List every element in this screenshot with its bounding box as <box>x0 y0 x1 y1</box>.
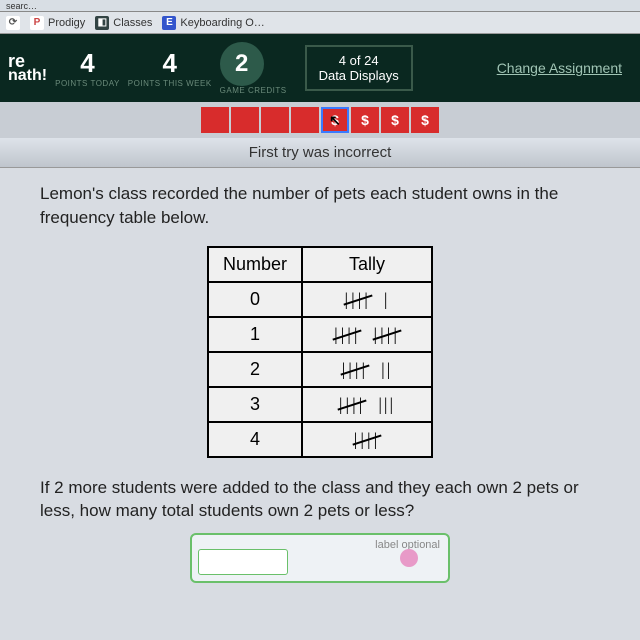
table-header-tally: Tally <box>302 247 432 282</box>
feedback-bar: First try was incorrect <box>0 138 640 168</box>
frequency-table: Number Tally 0|||| |1|||| ||||2|||| ||3|… <box>207 246 433 458</box>
answer-input[interactable] <box>198 549 288 575</box>
bookmark-item[interactable]: ◧ Classes <box>95 16 152 30</box>
search-placeholder: searc… <box>6 1 37 11</box>
number-cell: 2 <box>208 352 302 387</box>
table-row: 4|||| <box>208 422 432 457</box>
progress-box[interactable]: 4 of 24 Data Displays <box>305 45 413 91</box>
content-area: Lemon's class recorded the number of pet… <box>0 168 640 640</box>
feedback-text: First try was incorrect <box>249 144 392 161</box>
app-logo: re nath! <box>8 53 47 84</box>
indicator-incorrect[interactable] <box>261 107 289 133</box>
question-text: Lemon's class recorded the number of pet… <box>40 182 600 230</box>
indicator-upcoming[interactable]: $ <box>411 107 439 133</box>
number-cell: 4 <box>208 422 302 457</box>
number-cell: 0 <box>208 282 302 317</box>
followup-text: If 2 more students were added to the cla… <box>40 476 600 524</box>
change-assignment-link[interactable]: Change Assignment <box>497 60 622 76</box>
progress-count: 4 of 24 <box>319 53 399 68</box>
bookmark-label: Keyboarding O… <box>180 17 264 29</box>
indicator-incorrect[interactable] <box>201 107 229 133</box>
bookmark-label: Prodigy <box>48 17 85 29</box>
table-row: 2|||| || <box>208 352 432 387</box>
bookmark-label: Classes <box>113 17 152 29</box>
browser-chrome: searc… <box>0 0 640 12</box>
tally-cell: |||| || <box>302 352 432 387</box>
stat-value: 4 <box>55 48 120 79</box>
bookmark-bar: ⟳ P Prodigy ◧ Classes E Keyboarding O… <box>0 12 640 34</box>
logo-bottom: nath! <box>8 69 47 83</box>
answer-box[interactable]: label optional <box>190 533 450 583</box>
tally-cell: |||| | <box>302 282 432 317</box>
credits-bubble: 2 <box>220 42 264 86</box>
bookmark-item[interactable]: P Prodigy <box>30 16 85 30</box>
progress-topic: Data Displays <box>319 68 399 83</box>
tally-cell: |||| ||| <box>302 387 432 422</box>
stat-credits: 2 GAME CREDITS <box>220 42 287 95</box>
bookmark-icon: ◧ <box>95 16 109 30</box>
table-row: 1|||| |||| <box>208 317 432 352</box>
drag-handle-icon[interactable] <box>400 549 418 567</box>
indicator-current[interactable]: $ <box>321 107 349 133</box>
stat-points-week: 4 POINTS THIS WEEK <box>128 48 212 88</box>
bookmark-icon: P <box>30 16 44 30</box>
indicator-upcoming[interactable]: $ <box>381 107 409 133</box>
table-header-number: Number <box>208 247 302 282</box>
number-cell: 1 <box>208 317 302 352</box>
bookmark-item[interactable]: ⟳ <box>6 16 20 30</box>
stat-label: GAME CREDITS <box>220 86 287 95</box>
indicator-incorrect[interactable] <box>291 107 319 133</box>
tally-cell: |||| <box>302 422 432 457</box>
indicator-bar: $$$$ <box>0 102 640 138</box>
bookmark-icon: ⟳ <box>6 16 20 30</box>
stat-points-today: 4 POINTS TODAY <box>55 48 120 88</box>
stat-value: 4 <box>128 48 212 79</box>
table-row: 3|||| ||| <box>208 387 432 422</box>
bookmark-icon: E <box>162 16 176 30</box>
indicator-upcoming[interactable]: $ <box>351 107 379 133</box>
number-cell: 3 <box>208 387 302 422</box>
table-row: 0|||| | <box>208 282 432 317</box>
app-header: re nath! 4 POINTS TODAY 4 POINTS THIS WE… <box>0 34 640 102</box>
tally-cell: |||| |||| <box>302 317 432 352</box>
bookmark-item[interactable]: E Keyboarding O… <box>162 16 264 30</box>
stat-label: POINTS THIS WEEK <box>128 79 212 88</box>
indicator-incorrect[interactable] <box>231 107 259 133</box>
stat-label: POINTS TODAY <box>55 79 120 88</box>
